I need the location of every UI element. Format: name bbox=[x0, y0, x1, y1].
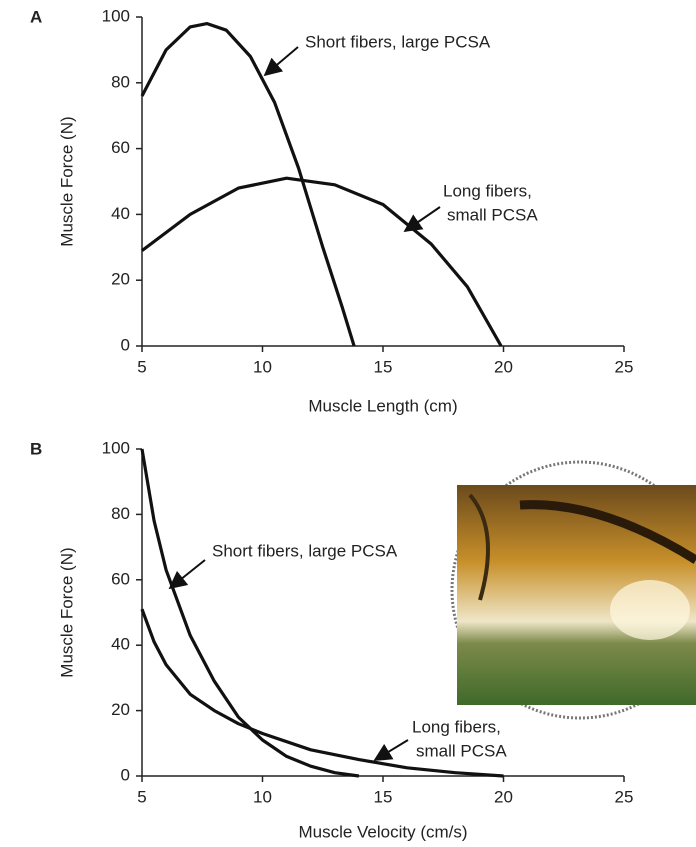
y-tick-label: 100 bbox=[102, 6, 130, 25]
x-axis-label: Muscle Velocity (cm/s) bbox=[298, 822, 467, 841]
y-axis-label: Muscle Force (N) bbox=[57, 547, 76, 677]
annotation: Short fibers, large PCSA bbox=[212, 541, 398, 560]
y-tick-label: 60 bbox=[111, 138, 130, 157]
annotation-arrow bbox=[263, 46, 299, 77]
y-tick-label: 0 bbox=[121, 335, 130, 354]
x-axis-label: Muscle Length (cm) bbox=[308, 396, 457, 415]
y-tick-label: 100 bbox=[102, 438, 130, 457]
y-tick-label: 20 bbox=[111, 700, 130, 719]
data-line bbox=[141, 176, 503, 347]
data-line bbox=[140, 22, 356, 347]
annotation: Short fibers, large PCSA bbox=[305, 32, 491, 51]
annotation-arrow bbox=[403, 206, 441, 233]
y-tick-label: 40 bbox=[111, 635, 130, 654]
y-tick-label: 40 bbox=[111, 204, 130, 223]
annotation: Long fibers, bbox=[443, 181, 532, 200]
photo-overlay bbox=[450, 460, 696, 720]
x-tick-label: 15 bbox=[374, 787, 393, 806]
y-tick-label: 20 bbox=[111, 270, 130, 289]
data-line bbox=[140, 608, 504, 778]
y-tick-label: 0 bbox=[121, 765, 130, 784]
x-tick-label: 25 bbox=[615, 787, 634, 806]
x-tick-label: 10 bbox=[253, 357, 272, 376]
annotation-arrow bbox=[168, 559, 206, 590]
x-tick-label: 5 bbox=[137, 787, 146, 806]
panel-label: A bbox=[30, 7, 42, 26]
x-tick-label: 25 bbox=[615, 357, 634, 376]
annotation: small PCSA bbox=[447, 205, 538, 224]
annotation: small PCSA bbox=[416, 741, 507, 760]
y-tick-label: 80 bbox=[111, 72, 130, 91]
y-tick-label: 80 bbox=[111, 504, 130, 523]
panel-label: B bbox=[30, 439, 42, 458]
x-tick-label: 20 bbox=[494, 787, 513, 806]
y-tick-label: 60 bbox=[111, 569, 130, 588]
y-axis-label: Muscle Force (N) bbox=[57, 116, 76, 246]
annotation: Long fibers, bbox=[412, 717, 501, 736]
x-tick-label: 5 bbox=[137, 357, 146, 376]
x-tick-label: 20 bbox=[494, 357, 513, 376]
data-line bbox=[140, 448, 360, 778]
x-tick-label: 10 bbox=[253, 787, 272, 806]
annotation-arrow bbox=[373, 739, 409, 761]
x-tick-label: 15 bbox=[374, 357, 393, 376]
